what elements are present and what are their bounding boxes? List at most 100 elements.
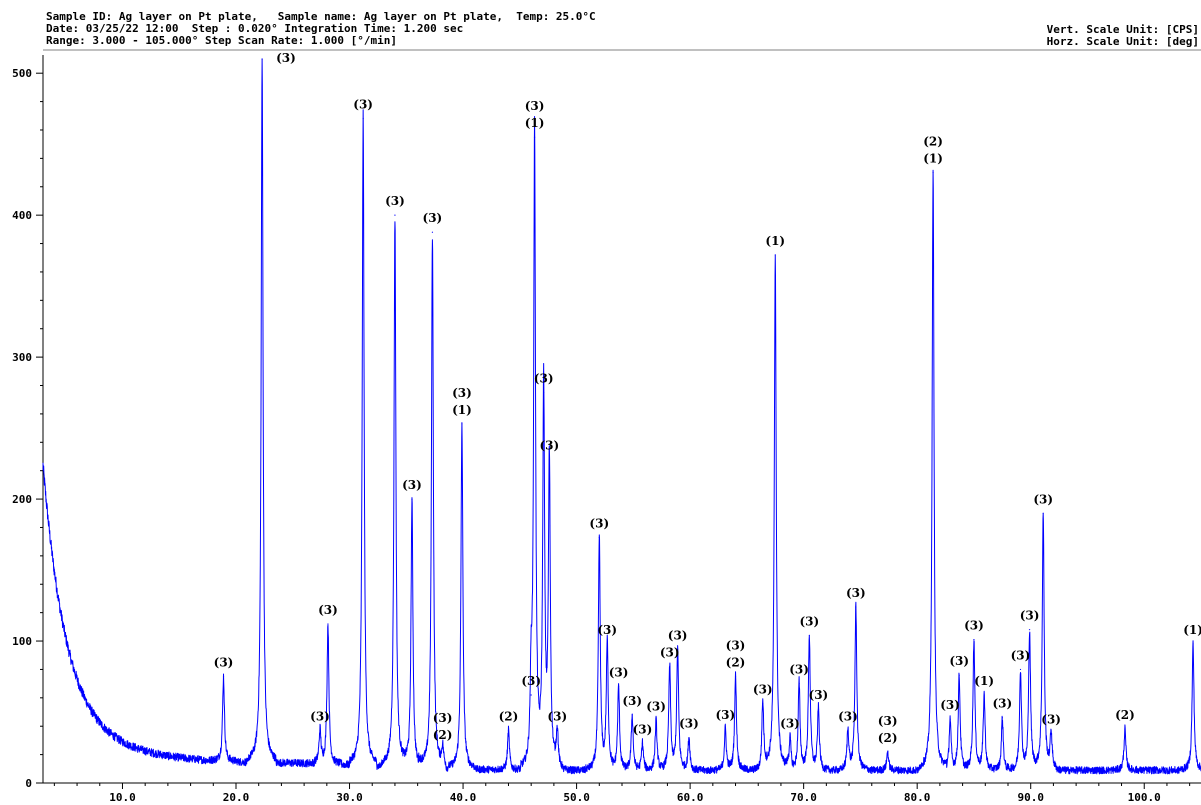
peak-label: (3) (1011, 648, 1031, 662)
peak-point (543, 392, 545, 394)
peak-point (641, 742, 644, 744)
peak-point (222, 675, 225, 678)
peak-label: (3) (622, 694, 642, 708)
peak-label: (2) (878, 731, 898, 745)
y-tick-label: 0 (25, 777, 32, 790)
peak-label: (3) (589, 516, 609, 530)
peak-label: (3) (609, 665, 629, 679)
peak-point (617, 685, 620, 688)
x-tick-label: 10.0 (109, 791, 136, 804)
x-tick-label: 70.0 (790, 791, 817, 804)
peak-point (1042, 512, 1044, 514)
peak-label: (3) (838, 709, 858, 723)
peak-label: (1) (765, 234, 785, 248)
peak-point (261, 58, 263, 60)
peak-label: (3) (780, 717, 800, 731)
header-line-2: Date: 03/25/22 12:00 Step : 0.020° Integ… (46, 22, 464, 35)
peak-point (327, 623, 329, 625)
peak-label: (3) (964, 619, 984, 633)
peak-label: (3) (949, 654, 969, 668)
peak-label: (3) (1041, 712, 1061, 726)
peak-label: (3) (433, 711, 453, 725)
peak-label: (3) (1020, 609, 1040, 623)
peak-label: (3) (318, 603, 338, 617)
peak-point (949, 718, 951, 720)
peak-label: (3) (646, 700, 666, 714)
vertical-scale-unit: Vert. Scale Unit: [CPS] (1046, 23, 1199, 36)
x-tick-label: 40.0 (450, 791, 477, 804)
x-tick-label: 80.0 (904, 791, 931, 804)
peak-label: (3) (799, 614, 819, 628)
peak-label: (3) (679, 717, 699, 731)
peak-point (1050, 732, 1052, 734)
peak-point (507, 729, 510, 732)
peak-point (887, 751, 889, 753)
peak-point (798, 683, 800, 685)
peak-point (362, 118, 364, 120)
peak-label: (3) (310, 709, 330, 723)
peak-label: (3) (214, 656, 234, 670)
peak-label: (3) (353, 98, 373, 112)
peak-label: (3) (753, 683, 773, 697)
peak-point (847, 729, 849, 732)
y-tick-label: 300 (12, 351, 32, 364)
peak-point (319, 729, 321, 732)
x-tick-label: 90.0 (1017, 791, 1044, 804)
peak-label: (3) (539, 438, 559, 452)
peak-point (789, 736, 791, 739)
series-group (42, 58, 1201, 775)
y-tick-label: 100 (12, 635, 32, 648)
peak-label: (3) (597, 623, 617, 637)
peak-label: (3) (715, 708, 735, 722)
peak-point (958, 674, 960, 676)
peak-point (461, 423, 463, 425)
peak-point (431, 231, 434, 233)
peak-label: (3) (726, 639, 746, 653)
peak-point (598, 536, 600, 539)
peak-label: (3) (940, 698, 960, 712)
peak-label: (1) (452, 403, 472, 417)
peak-label: (2) (499, 709, 519, 723)
diffraction-pattern-line (42, 58, 1201, 775)
peak-point (655, 719, 657, 722)
peak-label: (3) (846, 586, 866, 600)
peak-point (1019, 668, 1022, 671)
peak-point (530, 694, 532, 696)
peak-label: (1) (525, 116, 545, 130)
x-tick-label: 50.0 (563, 791, 590, 804)
peak-point (1001, 717, 1003, 719)
peak-label: (3) (668, 629, 688, 643)
peak-point (394, 214, 396, 216)
peak-label: (3) (276, 51, 296, 65)
peak-label: (3) (525, 99, 545, 113)
y-tick-label: 200 (12, 493, 32, 506)
y-tick-label: 500 (12, 67, 32, 80)
peak-point (1192, 643, 1194, 645)
x-tick-label: 20.0 (223, 791, 250, 804)
y-tick-label: 400 (12, 209, 32, 222)
x-tick-label: 100.0 (1128, 791, 1161, 804)
peak-point (669, 665, 671, 668)
peak-point (533, 136, 536, 138)
peak-point (724, 728, 726, 730)
peak-label: (2) (923, 135, 943, 149)
peak-point (808, 634, 810, 636)
peak-label: (3) (660, 646, 680, 660)
peak-point (983, 694, 985, 696)
peak-point (677, 648, 679, 651)
peak-label: (1) (1183, 623, 1201, 637)
peak-label: (2) (726, 656, 746, 670)
peak-point (411, 498, 413, 500)
peak-point (762, 702, 764, 705)
peak-point (606, 643, 608, 645)
peak-label: (3) (521, 674, 541, 688)
peak-label: (3) (809, 688, 829, 702)
peak-point (973, 639, 975, 641)
peak-label: (3) (878, 714, 898, 728)
peak-point (734, 675, 737, 678)
peak-label: (3) (992, 697, 1012, 711)
x-tick-label: 30.0 (336, 791, 363, 804)
peak-label: (2) (1115, 708, 1135, 722)
peak-label: (3) (789, 663, 809, 677)
